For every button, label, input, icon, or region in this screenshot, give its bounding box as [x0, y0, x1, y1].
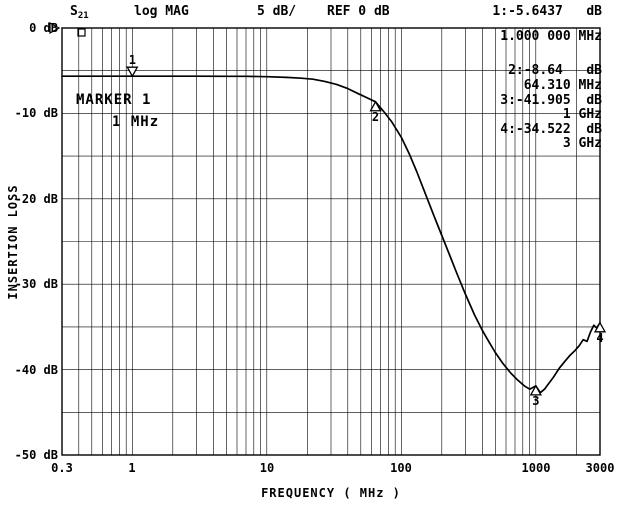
- marker-4-icon: [593, 321, 607, 333]
- marker4-frequency-readout: 3 GHz: [562, 136, 602, 151]
- marker-3-icon: [529, 384, 542, 396]
- xtick-3000: 3000: [585, 461, 615, 475]
- y-axis-title: INSERTION LOSS: [6, 184, 20, 300]
- marker-annotation-name: MARKER 1: [76, 92, 152, 108]
- active-marker-readout: 1:-5.6437 dB: [492, 4, 602, 19]
- marker2-frequency-readout: 64.310 MHz: [523, 78, 602, 93]
- marker-1-icon: [126, 66, 139, 78]
- status-icon: [77, 28, 86, 37]
- ytick-m50db: -50 dB: [14, 448, 58, 462]
- marker1-frequency-readout: 1.000 000 MHz: [500, 29, 602, 44]
- ytick-m30db: -30 dB: [14, 277, 58, 291]
- trace-label: S21: [70, 5, 89, 23]
- s-param-subscript: 21: [77, 11, 89, 21]
- marker3-frequency-readout: 1 GHz: [562, 107, 602, 122]
- scale-per-div-label: 5 dB/: [257, 4, 297, 19]
- marker-3-label: 3: [532, 394, 539, 408]
- s-param-text: S: [70, 4, 78, 19]
- marker-2-label: 2: [372, 110, 379, 124]
- marker4-value-readout: 4:-34.522 dB: [500, 122, 602, 137]
- marker3-value-readout: 3:-41.905 dB: [500, 93, 602, 108]
- xtick-10: 10: [259, 461, 275, 475]
- xtick-1: 1: [128, 461, 136, 475]
- ytick-0db: 0 dB: [29, 21, 58, 35]
- xtick-100: 100: [390, 461, 412, 475]
- ytick-m20db: -20 dB: [14, 192, 58, 206]
- ytick-m10db: -10 dB: [14, 106, 58, 120]
- marker-4-label: 4: [596, 331, 603, 345]
- trace-s21: [61, 75, 601, 394]
- marker-1-label: 1: [129, 53, 136, 67]
- marker-annotation-frequency: 1 MHz: [112, 114, 160, 130]
- xtick-1000: 1000: [521, 461, 551, 475]
- format-label: log MAG: [134, 4, 189, 19]
- plot-border: [61, 27, 601, 456]
- ytick-m40db: -40 dB: [14, 363, 58, 377]
- ref-level-label: REF 0 dB: [327, 4, 390, 19]
- marker2-value-readout: 2:-8.64 dB: [508, 63, 602, 78]
- xtick-0p3: 0.3: [51, 461, 73, 475]
- marker-2-icon: [369, 100, 382, 112]
- ref-level-indicator-icon: [49, 21, 61, 35]
- x-axis-title: FREQUENCY ( MHz ): [261, 486, 401, 500]
